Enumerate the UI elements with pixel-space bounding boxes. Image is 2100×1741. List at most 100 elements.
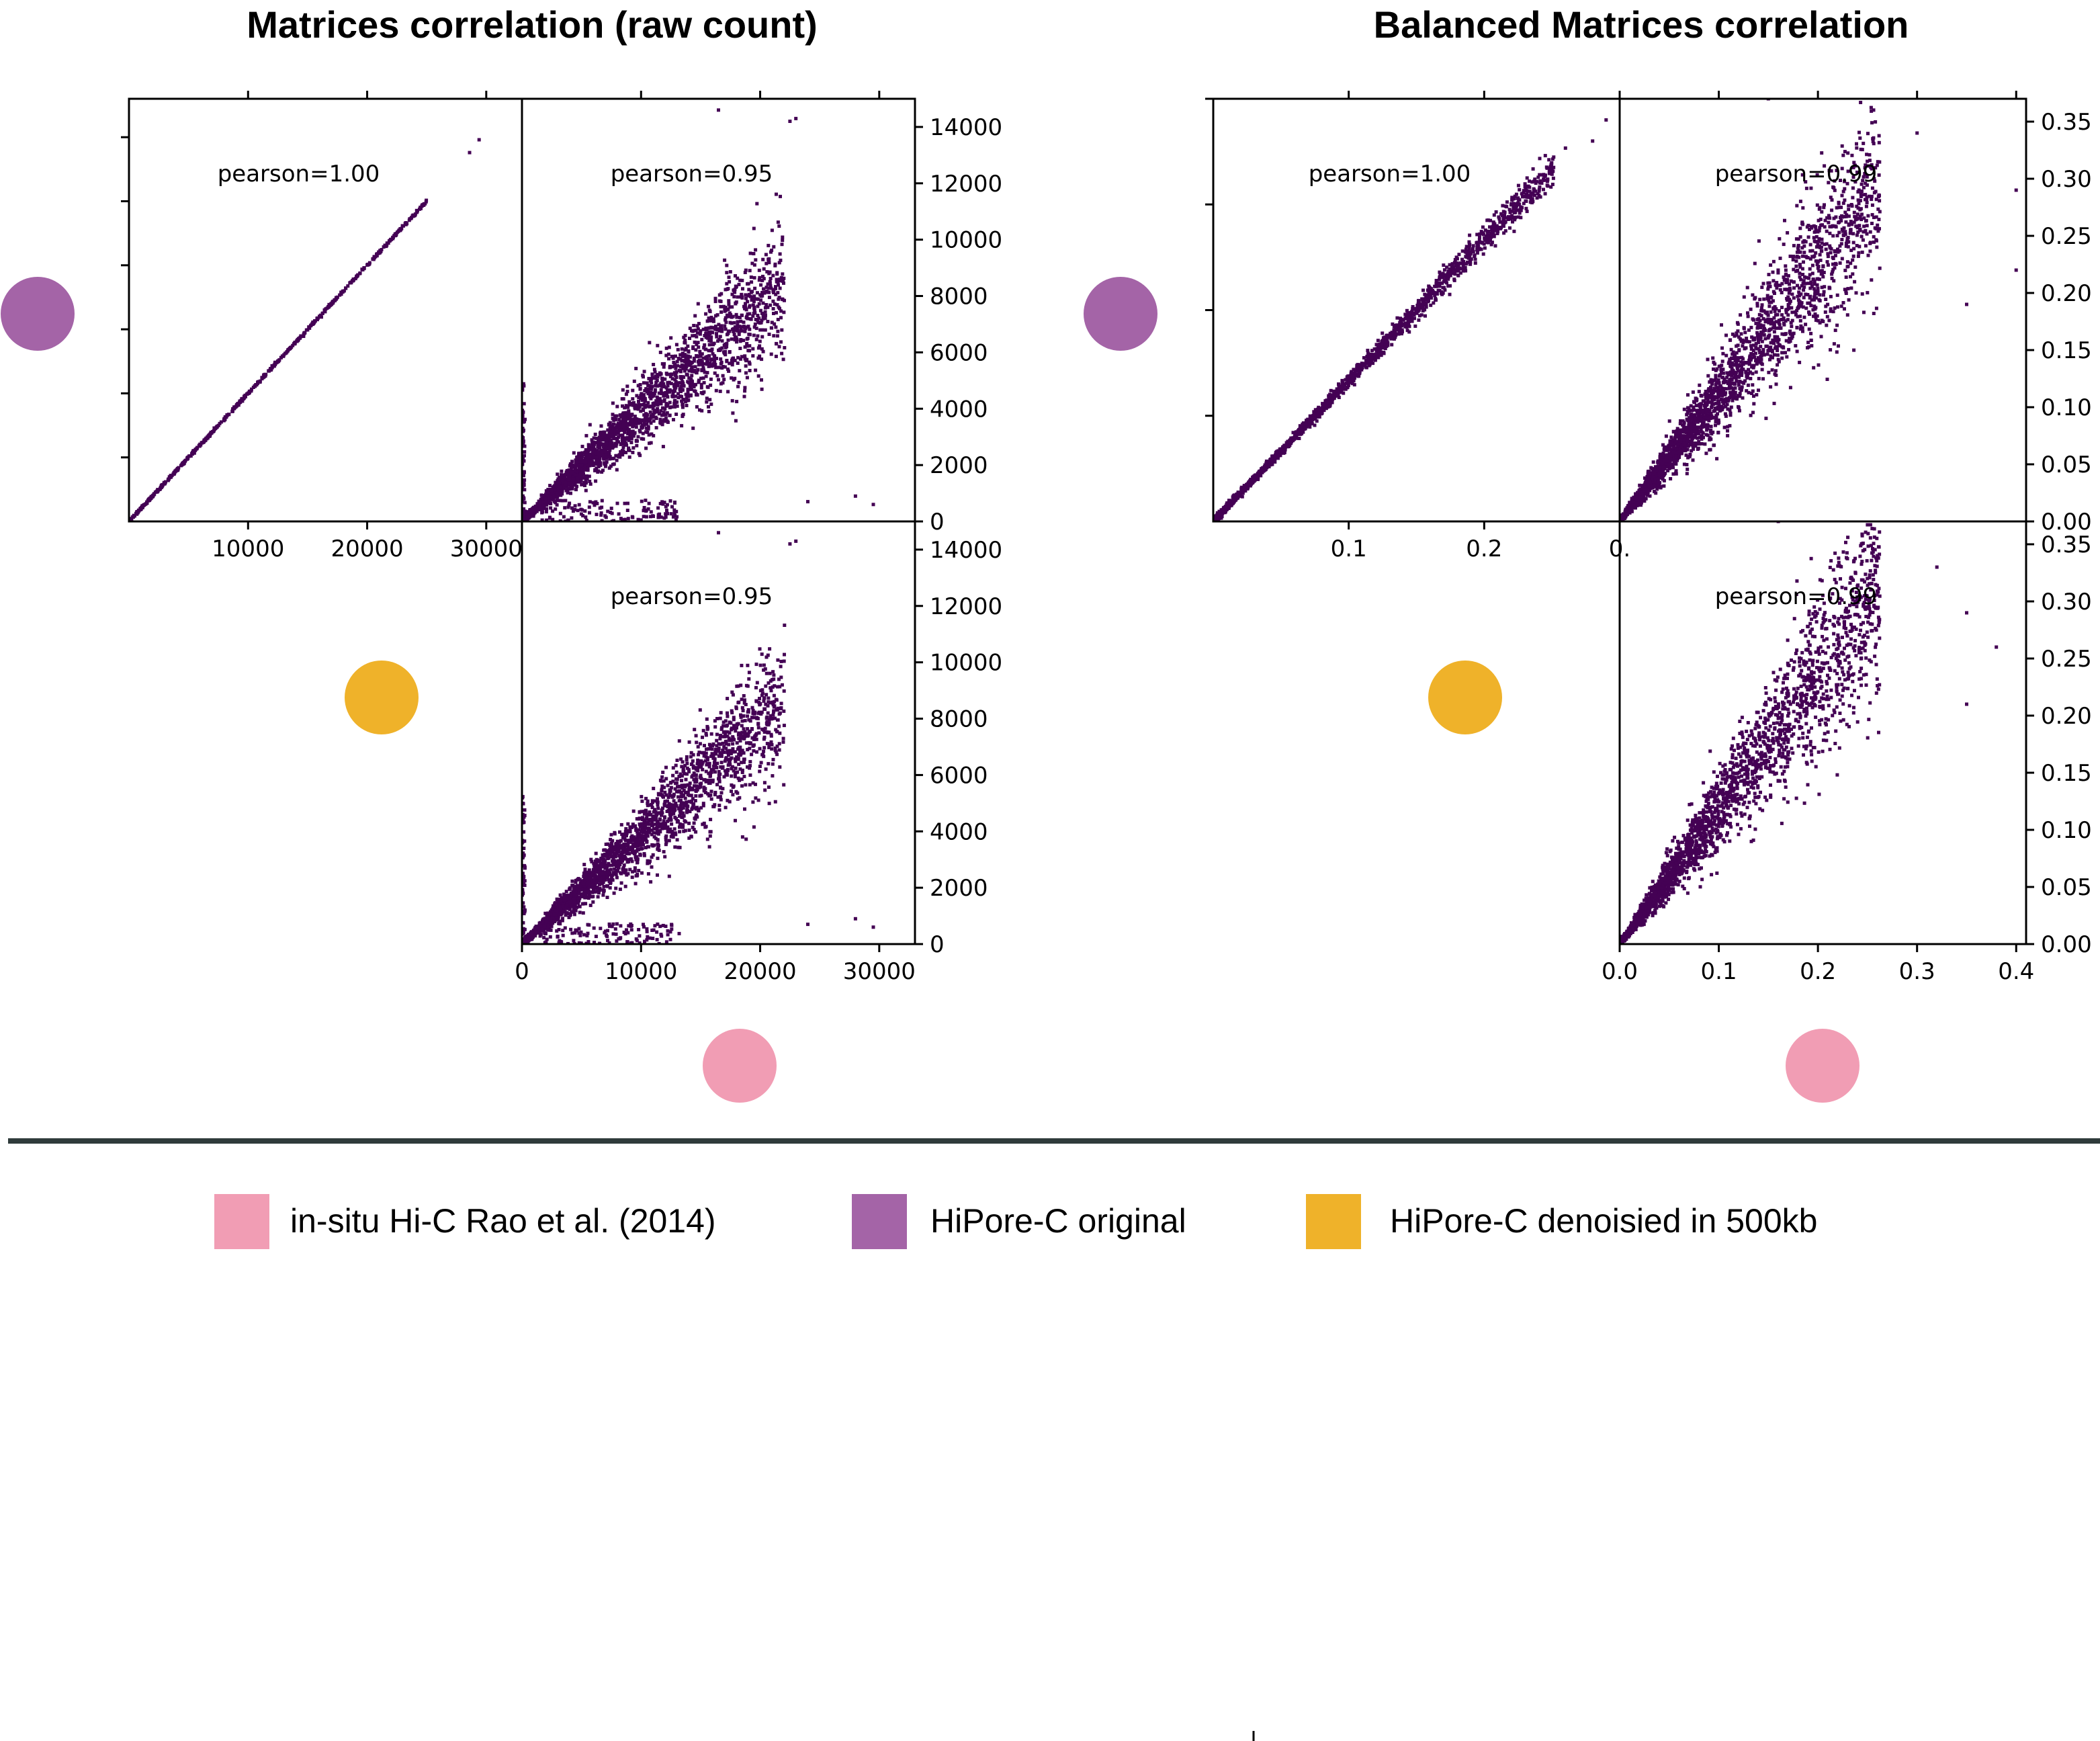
data-point bbox=[175, 468, 179, 472]
data-point bbox=[588, 479, 592, 483]
data-point bbox=[610, 426, 613, 430]
data-point bbox=[727, 369, 731, 373]
data-point bbox=[698, 708, 702, 712]
data-point bbox=[766, 305, 770, 309]
data-point bbox=[746, 663, 750, 667]
data-point bbox=[558, 499, 562, 503]
data-point bbox=[685, 396, 689, 400]
data-point bbox=[725, 282, 729, 286]
data-point bbox=[757, 731, 761, 735]
data-point bbox=[639, 409, 643, 413]
data-point bbox=[767, 681, 771, 685]
data-point bbox=[679, 357, 683, 361]
data-point bbox=[654, 810, 658, 814]
data-point bbox=[349, 281, 353, 285]
data-point bbox=[621, 411, 625, 415]
data-point bbox=[549, 506, 553, 510]
data-point bbox=[782, 724, 786, 728]
data-point bbox=[671, 394, 675, 398]
data-point bbox=[595, 513, 599, 517]
data-point bbox=[668, 827, 672, 831]
data-point bbox=[758, 354, 762, 358]
data-point bbox=[660, 811, 664, 815]
data-point bbox=[740, 749, 744, 753]
data-point bbox=[783, 346, 787, 349]
data-point bbox=[402, 224, 405, 228]
data-point bbox=[747, 730, 751, 734]
data-point bbox=[614, 444, 618, 448]
data-point bbox=[586, 876, 590, 880]
data-point bbox=[132, 514, 136, 518]
data-point bbox=[659, 402, 663, 406]
data-point bbox=[551, 509, 555, 513]
data-point bbox=[713, 719, 717, 723]
data-point bbox=[730, 292, 734, 296]
data-point bbox=[758, 308, 762, 312]
data-point bbox=[584, 890, 588, 894]
data-point bbox=[615, 839, 619, 843]
data-point bbox=[595, 452, 599, 456]
data-point bbox=[575, 476, 579, 480]
data-point bbox=[780, 328, 784, 332]
data-point bbox=[648, 810, 652, 814]
data-point bbox=[754, 685, 758, 689]
data-point bbox=[762, 707, 767, 711]
data-point bbox=[674, 804, 678, 808]
data-point bbox=[709, 797, 713, 801]
data-point bbox=[587, 894, 591, 898]
data-point bbox=[781, 235, 785, 239]
data-point bbox=[617, 418, 621, 421]
data-point bbox=[548, 516, 552, 520]
data-point bbox=[626, 501, 629, 505]
data-point bbox=[717, 378, 720, 382]
data-point bbox=[772, 334, 776, 338]
data-point bbox=[719, 304, 723, 308]
data-point bbox=[740, 294, 744, 298]
data-point bbox=[702, 390, 706, 394]
data-point bbox=[654, 384, 658, 388]
data-point bbox=[705, 724, 709, 728]
data-point bbox=[609, 837, 613, 841]
data-point bbox=[778, 731, 782, 735]
chart-title-raw: Matrices correlation (raw count) bbox=[247, 3, 818, 46]
data-point bbox=[774, 325, 778, 329]
data-point bbox=[609, 430, 613, 434]
data-point bbox=[664, 777, 668, 781]
data-point bbox=[633, 419, 638, 423]
data-point bbox=[690, 370, 694, 374]
data-point bbox=[709, 770, 713, 774]
data-point bbox=[602, 438, 606, 442]
data-point bbox=[560, 478, 564, 482]
data-point bbox=[640, 826, 644, 831]
data-point bbox=[628, 847, 632, 851]
data-point bbox=[627, 446, 631, 450]
data-point bbox=[320, 311, 324, 315]
data-point bbox=[689, 386, 693, 390]
data-point bbox=[724, 806, 728, 810]
data-point bbox=[709, 732, 713, 736]
data-point bbox=[620, 449, 624, 453]
data-point bbox=[670, 365, 674, 369]
data-point bbox=[704, 751, 708, 755]
data-point bbox=[584, 460, 588, 464]
data-point bbox=[740, 329, 744, 333]
data-point bbox=[731, 793, 735, 797]
data-point bbox=[757, 278, 761, 282]
data-point bbox=[640, 418, 644, 422]
data-point bbox=[678, 387, 682, 391]
data-point bbox=[748, 327, 752, 331]
data-point bbox=[621, 438, 625, 442]
data-point bbox=[772, 245, 776, 249]
data-point bbox=[570, 465, 574, 469]
data-point bbox=[225, 413, 229, 417]
data-point bbox=[545, 493, 548, 497]
data-point bbox=[578, 467, 582, 471]
data-point bbox=[691, 759, 695, 763]
data-point bbox=[676, 392, 680, 396]
data-point bbox=[743, 354, 747, 358]
data-point bbox=[735, 337, 739, 341]
data-point bbox=[555, 499, 559, 503]
data-point bbox=[587, 880, 591, 884]
data-point bbox=[683, 341, 687, 345]
data-point bbox=[544, 510, 548, 514]
